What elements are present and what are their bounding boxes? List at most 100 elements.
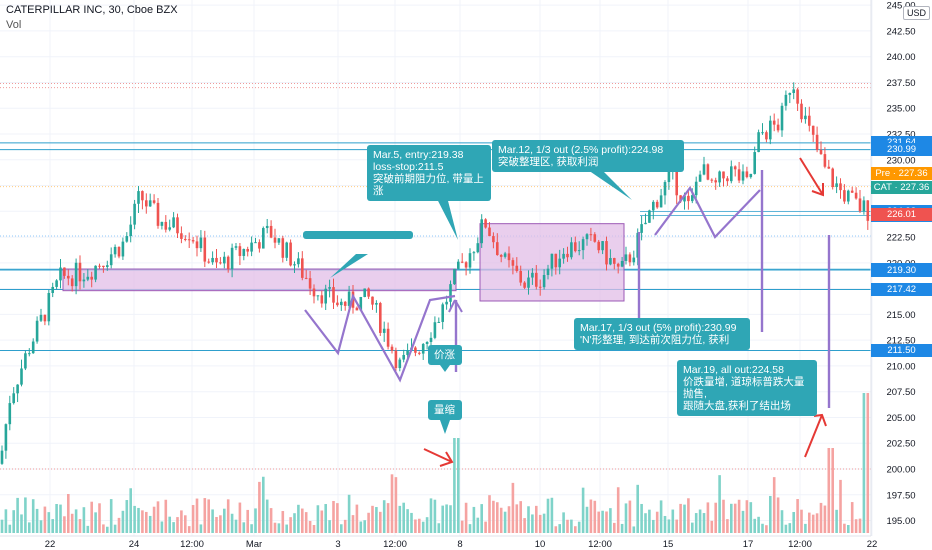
- volume-bar: [390, 474, 394, 533]
- volume-bar: [523, 518, 526, 533]
- candle-body: [355, 307, 359, 311]
- volume-bar: [679, 503, 682, 533]
- candle-body: [492, 236, 495, 243]
- volume-bar: [262, 476, 265, 533]
- time-axis: 22 24 12:00 Mar 3 12:00 8 10 12:00 15 17 12:00 22: [0, 535, 877, 550]
- candle-body: [632, 257, 636, 263]
- candle-body: [581, 239, 585, 251]
- volume-bar: [336, 503, 339, 533]
- volume-bar: [74, 509, 78, 533]
- candle-body: [394, 350, 398, 369]
- candle-body: [39, 314, 43, 321]
- candle-body: [328, 287, 331, 289]
- annotation-line: loss-stop:211.5: [373, 161, 444, 173]
- candle-body: [663, 182, 667, 196]
- x-tick-label: 12:00: [788, 539, 812, 550]
- volume-bar: [519, 501, 522, 533]
- currency-button[interactable]: USD: [903, 6, 931, 20]
- candle-body: [262, 228, 265, 249]
- candle-body: [414, 347, 417, 353]
- candle-body: [12, 393, 15, 404]
- level-price-label: 219.30: [871, 263, 932, 277]
- volume-bar: [187, 526, 191, 533]
- candle-body: [160, 221, 164, 226]
- candle-body: [652, 201, 655, 211]
- drawings: [304, 157, 831, 467]
- annotation-line: 量缩: [434, 404, 455, 416]
- volume-bar: [761, 523, 764, 533]
- volume-bar: [616, 487, 620, 533]
- annotation-price-up: 价涨: [428, 345, 462, 365]
- volume-bar: [562, 512, 565, 533]
- annotation-mar5: Mar.5, entry:219.38 loss-stop:211.5 突破前期阻力…: [367, 145, 491, 201]
- candle-body: [788, 93, 792, 95]
- candle-body: [226, 256, 230, 270]
- candle-body: [804, 115, 807, 120]
- volume-bar: [800, 509, 803, 533]
- candle-body: [503, 253, 507, 257]
- volume-bar: [449, 505, 452, 533]
- candle-body: [546, 268, 550, 276]
- volume-bar: [394, 477, 398, 533]
- candle-body: [375, 303, 378, 305]
- candle-body: [382, 328, 386, 333]
- annotation-mar17: Mar.17, 1/3 out (5% profit):230.99 'N'形整理…: [574, 318, 750, 350]
- volume-bar: [425, 517, 429, 533]
- volume-bar: [546, 498, 550, 533]
- volume-bar: [550, 497, 554, 533]
- volume-bar: [499, 507, 503, 533]
- candlesticks: [0, 82, 870, 465]
- volume-bar: [133, 505, 136, 533]
- volume-bar: [733, 503, 737, 533]
- annotation-line: 突破前期阻力位, 带量上涨: [373, 173, 484, 197]
- candle-body: [507, 253, 511, 261]
- candle-body: [98, 265, 101, 267]
- candle-body: [265, 225, 269, 229]
- candle-body: [854, 192, 858, 199]
- volume-bar: [850, 502, 854, 533]
- volume-bar: [0, 519, 4, 533]
- candle-body: [215, 257, 218, 263]
- candle-body: [332, 287, 335, 303]
- candle-body: [605, 241, 608, 265]
- volume-bar: [195, 498, 199, 533]
- volume-bar: [574, 526, 577, 533]
- candle-body: [741, 171, 745, 181]
- candle-body: [28, 353, 31, 355]
- candle-body: [730, 166, 733, 182]
- volume-bar: [558, 524, 561, 533]
- candle-body: [129, 224, 132, 237]
- red-arrow: [811, 183, 824, 197]
- candle-body: [866, 200, 870, 221]
- volume-bar: [815, 513, 819, 533]
- volume-bar: [527, 506, 530, 533]
- candle-body: [737, 169, 741, 181]
- volume-bar: [749, 502, 753, 533]
- volume-bar: [172, 522, 175, 533]
- volume-bar: [277, 523, 281, 533]
- candle-body: [180, 233, 183, 239]
- candle-body: [858, 198, 862, 212]
- candle-body: [554, 253, 558, 268]
- volume-bar: [823, 505, 827, 533]
- volume-bar: [718, 475, 721, 533]
- volume-bar: [129, 488, 132, 533]
- volume-bar: [769, 495, 772, 533]
- candle-body: [176, 217, 179, 234]
- candle-body: [35, 320, 39, 342]
- volume-bar: [835, 509, 838, 533]
- candle-body: [488, 227, 491, 237]
- volume-bar: [503, 511, 507, 533]
- annotation-zone-label: [303, 231, 413, 239]
- volume-bar: [535, 505, 538, 533]
- candle-body: [655, 201, 659, 208]
- volume-bar: [168, 516, 171, 533]
- volume-bar: [16, 497, 19, 533]
- candle-body: [792, 89, 795, 94]
- candle-body: [484, 219, 487, 228]
- candle-body: [769, 120, 772, 140]
- candle-body: [67, 275, 70, 279]
- candle-body: [78, 262, 82, 282]
- volume-bar: [145, 511, 148, 533]
